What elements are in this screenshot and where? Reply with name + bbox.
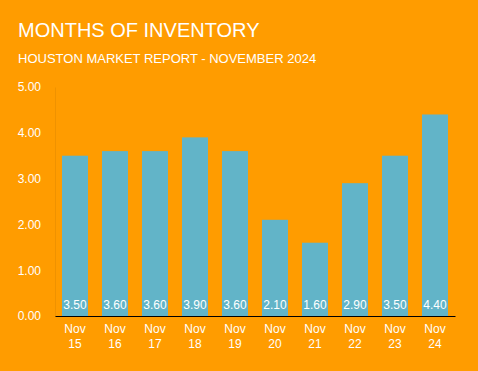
y-tick-label: 0.00 [18, 309, 42, 323]
x-tick: Nov18 [184, 322, 205, 352]
x-tick: Nov15 [64, 322, 85, 352]
y-tick: 3.00 [18, 172, 55, 186]
x-tick-label-line: 16 [108, 337, 122, 351]
x-tick-label-line: 23 [388, 337, 402, 351]
bars [62, 114, 448, 316]
x-tick-label-line: Nov [144, 322, 165, 336]
y-tick: 1.00 [18, 264, 55, 278]
x-tick-label: Nov15 [64, 322, 85, 352]
x-tick-label-line: Nov [264, 322, 285, 336]
data-label: 2.90 [343, 298, 367, 312]
x-tick-label-line: 24 [428, 337, 442, 351]
title: MONTHS OF INVENTORY [18, 19, 260, 41]
x-tick-label-line: 18 [188, 337, 202, 351]
x-tick-label-line: 15 [68, 337, 82, 351]
background [0, 0, 478, 371]
y-tick-label: 5.00 [18, 80, 42, 94]
x-tick: Nov22 [344, 322, 365, 352]
x-tick-label-line: Nov [184, 322, 205, 336]
bar [382, 156, 408, 316]
y-tick: 4.00 [18, 126, 55, 140]
y-tick: 2.00 [18, 218, 55, 232]
subtitle: HOUSTON MARKET REPORT - NOVEMBER 2024 [18, 51, 316, 66]
x-tick-label-line: Nov [104, 322, 125, 336]
x-tick-label-line: Nov [64, 322, 85, 336]
x-tick-label: Nov20 [264, 322, 285, 352]
data-label: 3.60 [143, 298, 167, 312]
x-tick-label: Nov21 [304, 322, 325, 352]
bar [102, 151, 128, 316]
bar [142, 151, 168, 316]
y-tick-label: 2.00 [18, 218, 42, 232]
bar [422, 114, 448, 316]
x-tick-label: Nov18 [184, 322, 205, 352]
x-tick: Nov23 [384, 322, 405, 352]
y-axis-line [55, 88, 56, 317]
x-tick-label: Nov24 [424, 322, 445, 352]
x-tick-label: Nov16 [104, 322, 125, 352]
x-tick-label: Nov19 [224, 322, 245, 352]
bar [342, 183, 368, 316]
x-tick-label: Nov22 [344, 322, 365, 352]
x-tick: Nov21 [304, 322, 325, 352]
x-axis-line [56, 316, 456, 317]
bar [182, 137, 208, 316]
y-tick-label: 4.00 [18, 126, 42, 140]
y-tick-label: 3.00 [18, 172, 42, 186]
data-label: 3.50 [383, 298, 407, 312]
bar [222, 151, 248, 316]
chart: MONTHS OF INVENTORY HOUSTON MARKET REPORT… [0, 0, 478, 371]
bar [262, 220, 288, 316]
data-label: 4.40 [423, 298, 447, 312]
x-tick: Nov17 [144, 322, 165, 352]
x-tick-label-line: Nov [424, 322, 445, 336]
data-label: 3.60 [223, 298, 247, 312]
x-tick-label-line: 20 [268, 337, 282, 351]
x-tick-label-line: Nov [224, 322, 245, 336]
y-tick: 0.00 [18, 309, 55, 323]
x-tick-label-line: 17 [148, 337, 162, 351]
x-tick-label: Nov23 [384, 322, 405, 352]
bar [62, 156, 88, 316]
x-tick-label-line: 19 [228, 337, 242, 351]
x-tick-label-line: Nov [304, 322, 325, 336]
y-tick: 5.00 [18, 80, 55, 94]
data-label: 3.50 [63, 298, 87, 312]
y-tick-label: 1.00 [18, 264, 42, 278]
x-axis: Nov15Nov16Nov17Nov18Nov19Nov20Nov21Nov22… [56, 317, 456, 352]
bar [302, 243, 328, 316]
data-label: 3.90 [183, 298, 207, 312]
y-axis: 0.00 1.00 2.00 3.00 4.00 5.00 [18, 80, 56, 323]
x-tick-label-line: 21 [308, 337, 322, 351]
x-tick: Nov20 [264, 322, 285, 352]
x-tick: Nov16 [104, 322, 125, 352]
data-label: 2.10 [263, 298, 287, 312]
data-labels: 3.50 3.60 3.60 3.90 3.60 2.10 1.60 2.90 3.50 4.40 [63, 298, 447, 312]
data-label: 1.60 [303, 298, 327, 312]
x-tick-label-line: Nov [384, 322, 405, 336]
data-label: 3.60 [103, 298, 127, 312]
x-tick-label: Nov17 [144, 322, 165, 352]
x-tick: Nov19 [224, 322, 245, 352]
x-tick-label-line: Nov [344, 322, 365, 336]
x-tick: Nov24 [424, 322, 445, 352]
x-tick-label-line: 22 [348, 337, 362, 351]
